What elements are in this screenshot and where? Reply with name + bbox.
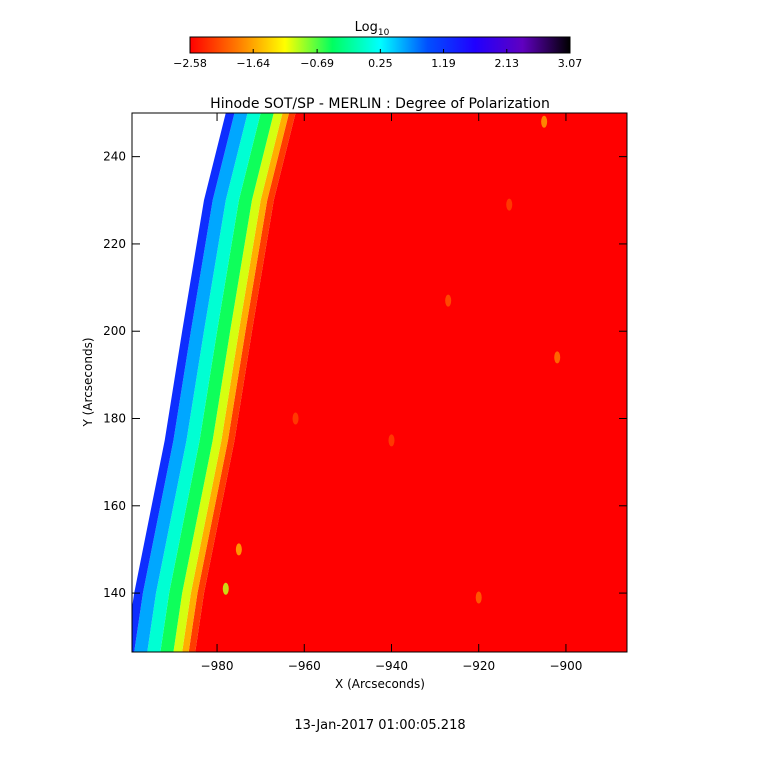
limb-band-strip	[182, 113, 290, 652]
y-tick-label: 180	[103, 412, 126, 426]
x-tick-label: −940	[375, 659, 408, 673]
polarization-features	[222, 115, 561, 604]
colorbar-tick-label: −2.58	[173, 57, 207, 70]
colorbar-tick-label: −0.69	[300, 57, 334, 70]
y-tick-label: 240	[103, 150, 126, 164]
x-axis: −980 −960 −940 −920 −900	[201, 113, 582, 673]
limb-band-strip	[134, 113, 248, 652]
chart-title: Hinode SOT/SP - MERLIN : Degree of Polar…	[210, 96, 550, 112]
x-tick-label: −980	[201, 659, 234, 673]
y-tick-label: 220	[103, 237, 126, 251]
colorbar-tick-label: −1.64	[236, 57, 270, 70]
feature-blob	[475, 591, 482, 604]
colorbar-ticks: −2.58 −1.64 −0.69 0.25 1.19 2.13 3.07	[173, 49, 582, 70]
plot-frame	[131, 112, 628, 653]
disk-region	[195, 113, 627, 652]
limb-band-strip	[160, 113, 274, 652]
feature-blob	[388, 434, 395, 447]
feature-blob	[506, 198, 513, 211]
x-tick-label: −900	[549, 659, 582, 673]
limb-band	[132, 113, 627, 652]
colorbar-tick-label: 1.19	[431, 57, 456, 70]
colorbar-tick-label: 2.13	[495, 57, 520, 70]
feature-blob	[292, 412, 299, 425]
y-tick-label: 160	[103, 499, 126, 513]
y-axis-label: Y (Arcseconds)	[81, 337, 95, 427]
feature-blob	[235, 543, 242, 556]
limb-band-strip	[132, 113, 235, 652]
colorbar-title: Log10	[355, 20, 390, 38]
timestamp: 13-Jan-2017 01:00:05.218	[294, 718, 465, 733]
limb-band-strip	[188, 113, 296, 652]
colorbar-tick-label: 3.07	[558, 57, 583, 70]
x-tick-label: −920	[462, 659, 495, 673]
y-tick-label: 200	[103, 324, 126, 338]
y-tick-label: 140	[103, 586, 126, 600]
y-axis: 140 160 180 200 220 240	[103, 150, 627, 600]
x-tick-label: −960	[288, 659, 321, 673]
colorbar-tick-label: 0.25	[368, 57, 393, 70]
limb-band-strip	[147, 113, 261, 652]
feature-blob	[541, 115, 548, 128]
feature-blob	[554, 351, 561, 364]
x-axis-label: X (Arcseconds)	[335, 677, 425, 691]
feature-blob	[445, 294, 452, 307]
limb-band-strip	[173, 113, 283, 652]
feature-blob	[222, 582, 229, 595]
